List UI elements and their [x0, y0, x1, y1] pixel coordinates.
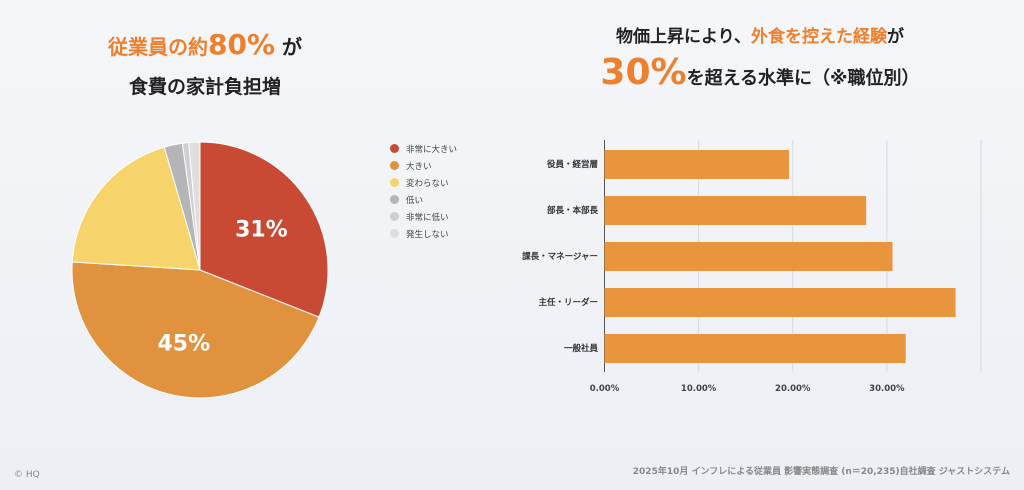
title-highlight: 外食を控えた経験: [750, 27, 887, 47]
left-subtitle: 食費の家計負担増: [128, 76, 281, 98]
right-title: 物価上昇により、外食を控えた経験が: [520, 22, 1000, 47]
legend-swatch: [390, 212, 399, 221]
y-tick-label: 部長・本部長: [547, 205, 599, 216]
source-note: 2025年10月 インフレによる従業員 影響実態調査 (n＝20,235)自社調…: [632, 467, 1010, 477]
legend-swatch: [390, 161, 399, 170]
title-pre: 物価上昇により、: [616, 27, 751, 47]
bar: [604, 242, 893, 271]
y-tick-label: 主任・リーダー: [538, 297, 598, 308]
pie-slice-1: [71, 261, 320, 399]
legend-label: 発生しない: [406, 229, 449, 240]
y-tick-label: 役員・経営層: [546, 159, 598, 170]
right-subtitle: 30%を超える水準に（※職位別）: [520, 52, 1000, 93]
legend-label: 変わらない: [406, 178, 449, 189]
bar: [604, 196, 867, 225]
pie-legend: 非常に大きい 大きい変わらない低い非常に低い発生しない: [390, 140, 457, 242]
title-percent: 80%: [208, 28, 276, 61]
copyright: © HQ: [14, 470, 40, 480]
pie-slice-3: [163, 142, 201, 271]
title-percent: 30%: [600, 52, 687, 93]
x-tick-label: 30.00%: [869, 384, 905, 394]
y-tick-label: 一般社員: [564, 343, 599, 354]
bar: [604, 288, 956, 317]
y-tick-label: 課長・マネージャー: [522, 251, 598, 262]
legend-swatch: [390, 229, 399, 238]
x-tick-label: 10.00%: [681, 384, 717, 394]
legend-item: 発生しない: [390, 225, 457, 242]
legend-item: 変わらない: [390, 174, 457, 191]
bar: [604, 150, 789, 179]
x-tick-label: 20.00%: [775, 384, 811, 394]
title-post: を超える水準に（※職位別）: [686, 68, 920, 89]
pie-slice-2: [71, 146, 201, 271]
legend-swatch: [390, 144, 399, 153]
pie-slice-0: [199, 141, 329, 318]
bar: [604, 334, 906, 363]
legend-item: 低い: [390, 191, 457, 208]
left-title: 従業員の約80% が: [60, 28, 350, 61]
x-tick-label: 0.00%: [590, 384, 620, 394]
legend-item: 大きい: [390, 157, 457, 174]
legend-item: 非常に低い: [390, 208, 457, 225]
legend-swatch: [390, 195, 399, 204]
legend-label: 非常に低い: [406, 212, 449, 223]
title-post: が: [886, 27, 904, 47]
legend-item: 非常に大きい: [390, 140, 457, 157]
title-highlight: 従業員の約: [108, 35, 208, 59]
pie-slice-4: [181, 141, 201, 271]
legend-label: 非常に大きい: [406, 144, 458, 155]
pie-data-label: 31%: [235, 217, 288, 242]
title-post: が: [275, 35, 302, 59]
pie-data-label: 45%: [157, 331, 210, 356]
legend-label: 低い: [406, 195, 424, 206]
legend-swatch: [390, 178, 399, 187]
legend-label: 大きい: [406, 161, 432, 172]
pie-slice-5: [188, 141, 201, 271]
